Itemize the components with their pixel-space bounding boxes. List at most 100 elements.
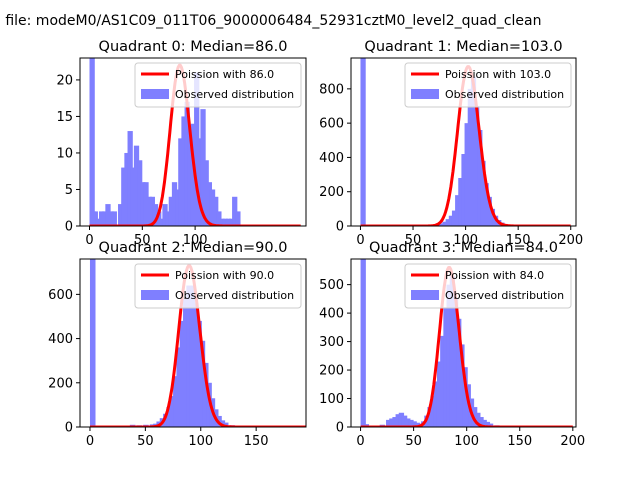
histogram-bar: [133, 145, 140, 226]
legend: Poission with 86.0 Observed distribution: [134, 62, 302, 108]
histogram-bar: [92, 211, 98, 226]
y-tick-label: 200: [319, 364, 344, 379]
histogram-bar: [163, 413, 169, 427]
histogram-bar: [440, 335, 446, 427]
y-tick-label: 100: [319, 392, 344, 407]
histogram-bar: [449, 276, 456, 427]
x-tick-label: 200: [558, 233, 583, 248]
y-tick-label: 200: [319, 185, 344, 200]
histogram-bar: [183, 298, 189, 427]
histogram-bar: [181, 116, 187, 226]
histogram-bar: [187, 131, 193, 226]
y-tick-label: 20: [56, 73, 73, 88]
histogram-bar: [130, 167, 136, 226]
y-tick-label: 10: [56, 146, 73, 161]
histogram-bar: [89, 58, 95, 226]
poisson-curve: [89, 264, 306, 427]
histogram-bar: [124, 152, 130, 226]
histogram-bar: [455, 195, 461, 226]
histogram-bar: [456, 318, 462, 427]
histogram-bar: [484, 421, 491, 427]
histogram-bar: [194, 72, 200, 226]
legend-hist-swatch: [411, 290, 439, 300]
legend-label-observed: Observed distribution: [445, 289, 564, 302]
histogram-bar: [213, 196, 219, 226]
plot-area: [89, 259, 306, 427]
histogram-bar: [197, 138, 203, 226]
histogram-bar: [173, 376, 179, 427]
x-tick-label: 100: [188, 434, 213, 449]
histogram-bar: [127, 131, 133, 226]
histogram-bar: [105, 204, 111, 226]
histogram-bar: [137, 160, 143, 226]
histogram-bar: [451, 210, 458, 226]
histogram-bar: [178, 138, 184, 226]
histogram-bar: [462, 367, 468, 427]
x-tick-label: 100: [183, 233, 208, 248]
y-tick-label: 200: [48, 376, 73, 391]
histogram-bar: [445, 219, 451, 226]
histogram-bar: [458, 178, 464, 226]
histogram-bar: [108, 211, 114, 226]
histogram-bar: [202, 362, 209, 427]
histogram-bar: [95, 218, 102, 226]
histogram-bar: [209, 189, 216, 226]
legend-hist-swatch: [411, 89, 439, 99]
legend: Poission with 103.0 Observed distribution: [404, 62, 572, 108]
x-tick-label: 100: [454, 434, 479, 449]
histogram-bar: [235, 211, 241, 226]
histogram-bar: [448, 215, 455, 226]
y-tick-label: 600: [48, 288, 73, 303]
legend-label-observed: Observed distribution: [445, 88, 564, 101]
histogram-bar: [433, 381, 440, 427]
legend-hist-swatch: [141, 290, 169, 300]
histogram-bar: [222, 218, 228, 226]
legend-label-poisson: Poission with 84.0: [445, 269, 544, 282]
legend-label-poisson: Poission with 103.0: [445, 68, 551, 81]
histogram-bar: [464, 123, 470, 226]
histogram-bar: [486, 196, 492, 226]
y-tick-label: 0: [65, 421, 73, 436]
histogram-bar: [408, 419, 414, 427]
histogram-bar: [461, 154, 467, 226]
histogram-bar: [228, 218, 235, 226]
histogram-bar: [102, 211, 108, 226]
axes-frame: [79, 258, 307, 428]
histogram-bar: [411, 421, 417, 427]
histogram-bar: [446, 284, 452, 427]
histogram-bar: [487, 423, 494, 427]
x-tick-label: 100: [453, 233, 478, 248]
histogram-bar: [206, 182, 213, 226]
histogram-bar: [439, 223, 445, 226]
legend-label-observed: Observed distribution: [175, 289, 294, 302]
y-tick-label: 400: [319, 151, 344, 166]
histogram-bar: [475, 412, 481, 427]
legend-hist-swatch: [141, 89, 169, 99]
x-tick-label: 0: [86, 434, 94, 449]
histogram-bar: [169, 396, 176, 427]
figure-suptitle: n file: modeM0/AS1C09_011T06_9000006484_…: [0, 13, 541, 29]
histogram-bar: [398, 412, 405, 427]
histogram-bar: [199, 340, 206, 427]
histogram-bar: [477, 130, 483, 226]
histogram-bar: [189, 285, 196, 427]
panel-quadrant-2: 0 50 100 150 0 200 400 600 Quadrant 2: Median=90…: [48, 240, 307, 449]
histogram-bar: [467, 88, 473, 226]
axes-frame: [79, 57, 307, 227]
histogram-bar: [165, 211, 171, 226]
histogram-bar: [389, 418, 395, 427]
histogram-bar: [118, 204, 124, 226]
y-tick-label: 400: [48, 332, 73, 347]
histogram-bar: [483, 183, 489, 226]
histogram-bar: [443, 307, 449, 427]
x-tick-label: 150: [506, 233, 531, 248]
histogram-bar: [219, 218, 225, 226]
histogram-bar: [99, 211, 105, 226]
histogram-bar: [216, 211, 222, 226]
histogram-bar: [427, 407, 433, 427]
y-tick-label: 0: [65, 220, 73, 235]
plot-area: [360, 259, 574, 427]
histogram-bar: [405, 418, 411, 427]
histogram-bar: [480, 160, 486, 226]
